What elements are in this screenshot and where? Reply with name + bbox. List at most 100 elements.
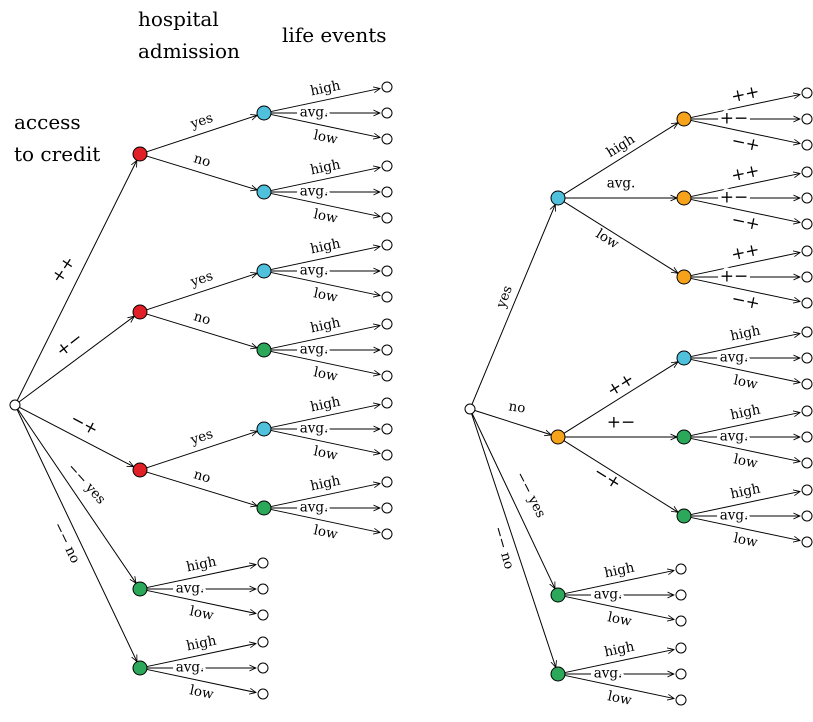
right-yes-avg-edge-pp (690, 173, 800, 198)
right-node-no-pm (676, 429, 692, 445)
right-no-pp-edge-high (690, 333, 800, 358)
left-node-pp-yes (256, 105, 272, 121)
edge-label-mm_yes: −− yes (512, 469, 549, 520)
left-mp-yes-edge-low (270, 429, 380, 453)
edge-label-avg: avg. (720, 508, 749, 524)
edge-label-avg: avg. (720, 429, 749, 445)
left-pp-no-edge-low (270, 192, 380, 216)
edge-label-pp: ++ (603, 369, 638, 401)
left-mm_yes-edge-low (146, 589, 256, 613)
left-pp-yes-edge-low (270, 113, 380, 137)
right-yes-avg-leaf-pm (801, 192, 813, 204)
left-edge-pp (16, 160, 137, 401)
left-pp-yes-leaf-low (381, 133, 393, 145)
right-node-yes-avg (676, 190, 692, 206)
left-mm_yes-leaf-low (257, 609, 269, 621)
edge-label-low: low (606, 688, 633, 709)
edge-label-yes: yes (188, 268, 215, 291)
left-mp-yes-leaf-high (381, 397, 393, 409)
labels-layer: ++ yes high avg. low no high avg. low +− yes high av… (47, 77, 762, 708)
left-node-mp-2 (132, 462, 148, 478)
left-pp-yes-edge-high (270, 88, 380, 113)
right-yes-low-leaf-pm (801, 271, 813, 283)
edge-label-high: high (309, 156, 342, 178)
left-pp-yes-leaf-high (381, 81, 393, 93)
edge-label-high: high (309, 314, 342, 336)
right-no-pp-leaf-high (801, 326, 813, 338)
left-edge-pm-yes (146, 273, 258, 311)
edge-label-high: high (603, 559, 636, 581)
left-mp-yes-edge-high (270, 404, 380, 429)
right-mm_no-edge-high (564, 649, 674, 674)
right-yes-high-leaf-pp (801, 87, 813, 99)
right-edge-yes-low (563, 201, 678, 274)
left-edge-mp-yes (146, 431, 258, 469)
left-pm-no-leaf-high (381, 318, 393, 330)
left-root-node (9, 399, 21, 411)
left-mm_yes-leaf-high (257, 557, 269, 569)
left-node-mp-yes (256, 421, 272, 437)
edge-label-avg: avg. (176, 581, 205, 597)
right-no-pp-leaf-low (801, 378, 813, 390)
edge-label-mp: −+ (67, 409, 102, 440)
left-mm_no-leaf-high (257, 636, 269, 648)
edge-label-avg: avg. (176, 660, 205, 676)
left-node-mp-no (256, 500, 272, 516)
edge-label-low: low (312, 364, 339, 385)
right-yes-high-edge-mp (690, 119, 800, 143)
edge-label-avg: avg. (607, 176, 636, 192)
right-yes-low-edge-pp (690, 252, 800, 277)
left-edge-mp (19, 406, 133, 466)
edge-label-high: high (309, 235, 342, 257)
right-yes-low-leaf-pp (801, 245, 813, 257)
edge-label-low: low (593, 226, 622, 253)
right-yes-avg-edge-mp (690, 198, 800, 222)
right-mm_yes-leaf-high (675, 563, 687, 575)
edge-label-avg: avg. (300, 500, 329, 516)
left-node-pm-1 (132, 304, 148, 320)
edge-label-low: low (732, 451, 759, 472)
left-edge-pm-no (146, 313, 258, 348)
edge-label-mm_yes: −− yes (64, 460, 109, 508)
left-mm_no-edge-low (146, 668, 256, 692)
edge-label-avg: avg. (300, 105, 329, 121)
edge-label-avg: avg. (300, 263, 329, 279)
column-headers: access to credit hospital admission life… (14, 7, 387, 166)
right-mm_yes-leaf-low (675, 615, 687, 627)
edge-label-pm: +− (720, 188, 749, 208)
edge-label-low: low (188, 603, 215, 624)
right-edge-mm_yes (471, 413, 556, 589)
header-access-line1: access (14, 110, 81, 134)
left-edge-mm_yes (17, 408, 136, 583)
left-mp-no-leaf-high (381, 476, 393, 488)
left-mm_yes-edge-high (146, 564, 256, 589)
left-pm-yes-edge-high (270, 246, 380, 271)
right-no-mp-edge-low (690, 516, 800, 540)
edge-label-low: low (188, 682, 215, 703)
right-yes-low-edge-mp (690, 277, 800, 301)
left-pm-no-leaf-low (381, 370, 393, 382)
edge-label-yes: yes (188, 426, 215, 449)
left-edge-pm (18, 316, 134, 403)
right-no-mp-edge-high (690, 491, 800, 516)
left-node-pp-no (256, 184, 272, 200)
right-no-pp-leaf-avg (801, 352, 813, 364)
left-node-pm-no (256, 342, 272, 358)
edge-label-pm: +− (720, 267, 749, 287)
right-no-pm-edge-low (690, 437, 800, 461)
right-root-node (464, 403, 476, 415)
edge-label-avg: avg. (300, 421, 329, 437)
edge-label-high: high (604, 131, 638, 161)
left-node-pp-0 (132, 146, 148, 162)
edge-label-high: high (729, 480, 762, 502)
edge-label-yes: yes (493, 283, 516, 311)
right-edge-no (474, 410, 552, 435)
edge-label-low: low (732, 372, 759, 393)
right-node-yes-low (676, 269, 692, 285)
header-life-events: life events (282, 23, 387, 47)
left-pm-yes-leaf-avg (381, 265, 393, 277)
edge-label-pp: ++ (47, 252, 80, 287)
edge-label-pm: +− (607, 413, 636, 433)
right-yes-low-leaf-mp (801, 297, 813, 309)
right-edge-no-mp (563, 440, 678, 513)
